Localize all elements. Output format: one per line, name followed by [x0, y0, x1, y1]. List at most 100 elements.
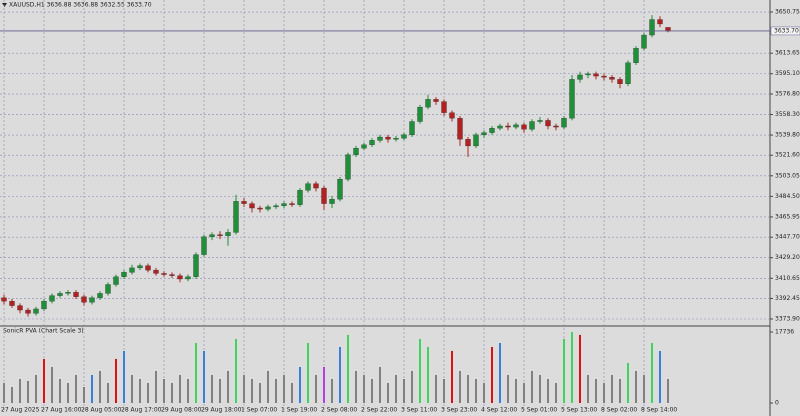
candle-body	[369, 140, 375, 145]
candle-body	[241, 201, 247, 204]
volume-bar	[115, 358, 117, 403]
candle-body	[161, 273, 167, 275]
candle-body	[33, 308, 39, 314]
candle-body	[545, 120, 551, 127]
volume-bar	[171, 382, 173, 403]
volume-bar	[555, 382, 557, 403]
candle-body	[425, 99, 431, 108]
volume-bar	[211, 374, 213, 403]
volume-bar	[411, 370, 413, 403]
volume-bar	[627, 362, 629, 403]
x-tick-label: 8 Sep 02:00	[601, 407, 637, 414]
volume-bar	[99, 370, 101, 403]
candle-body	[209, 234, 215, 237]
x-tick-label: 1 Sep 19:00	[281, 407, 317, 414]
candle-body	[49, 295, 55, 302]
candle-body	[641, 34, 647, 49]
indicator-title: SonicR PVA (Chart Scale 3)	[3, 328, 84, 335]
candle-body	[529, 121, 535, 130]
volume-bar	[363, 374, 365, 403]
volume-bar	[11, 386, 13, 403]
candle-body	[137, 265, 143, 269]
y-tick-label: 3465.95	[775, 213, 800, 220]
candle-body	[233, 201, 239, 233]
candle-body	[273, 205, 279, 208]
candle-body	[593, 73, 599, 77]
candle-body	[345, 154, 351, 180]
candle-body	[609, 77, 615, 80]
candle-body	[265, 206, 271, 210]
candle-body	[657, 19, 663, 25]
volume-bar	[275, 378, 277, 403]
candle-body	[449, 112, 455, 119]
volume-bar	[91, 374, 93, 403]
candle-body	[289, 203, 295, 205]
candle-body	[169, 274, 175, 276]
candle-body	[601, 75, 607, 78]
candle-body	[145, 265, 151, 271]
y-tick-label: 3576.80	[775, 91, 800, 98]
y-tick-label: 3447.70	[775, 234, 800, 241]
volume-bar	[451, 350, 453, 403]
volume-bar	[467, 374, 469, 403]
x-tick-label: 5 Sep 13:00	[561, 407, 597, 414]
y-tick-label: 3558.30	[775, 111, 800, 118]
candle-body	[297, 190, 303, 205]
candle-body	[321, 187, 327, 204]
candle-body	[129, 267, 135, 273]
volume-bar	[499, 342, 501, 403]
x-tick-label: 27 Aug 16:00	[41, 407, 82, 414]
candle-body	[65, 292, 71, 294]
volume-bar	[35, 374, 37, 403]
candle-body	[457, 118, 463, 140]
candle-body	[561, 118, 567, 128]
candle-body	[249, 203, 255, 209]
candle-body	[329, 198, 335, 204]
volume-bar	[539, 374, 541, 403]
candle-body	[113, 276, 119, 285]
y-tick-label: 3613.65	[775, 50, 800, 57]
volume-bar	[155, 370, 157, 403]
volume-bar	[635, 370, 637, 403]
volume-bar	[203, 350, 205, 403]
volume-bar	[491, 346, 493, 403]
x-tick-label: 2 Sep 22:00	[361, 407, 397, 414]
candle-body	[417, 106, 423, 122]
candle-body	[393, 138, 399, 140]
candle-body	[489, 128, 495, 133]
candle-body	[465, 139, 471, 147]
x-tick-label: 29 Aug 18:00	[201, 407, 242, 414]
x-tick-label: 3 Sep 23:00	[441, 407, 477, 414]
volume-bar	[291, 382, 293, 403]
volume-bar	[427, 346, 429, 403]
volume-bar	[251, 378, 253, 403]
candle-body	[257, 207, 263, 210]
volume-bar	[547, 378, 549, 403]
volume-bar	[243, 374, 245, 403]
candle-body	[81, 296, 87, 303]
volume-bar	[651, 342, 653, 403]
candle-body	[481, 132, 487, 135]
candle-body	[225, 232, 231, 236]
volume-bar	[611, 374, 613, 403]
candle-body	[121, 272, 127, 277]
candle-body	[353, 147, 359, 155]
volume-bar	[667, 378, 669, 403]
volume-bar	[67, 382, 69, 403]
current-price-label: 3633.70	[774, 27, 799, 34]
candle-body	[337, 179, 343, 200]
candle-body	[409, 121, 415, 135]
candle-body	[1, 297, 7, 302]
y-tick-label: 3392.45	[775, 295, 800, 302]
volume-bar	[603, 382, 605, 403]
volume-bar	[59, 378, 61, 403]
volume-bar	[371, 378, 373, 403]
candle-body	[585, 73, 591, 76]
volume-bar	[195, 342, 197, 403]
candle-body	[433, 99, 439, 102]
volume-bar	[19, 378, 21, 403]
candle-body	[633, 48, 639, 63]
y-tick-label: 3503.05	[775, 172, 800, 179]
candle-body	[185, 276, 191, 280]
